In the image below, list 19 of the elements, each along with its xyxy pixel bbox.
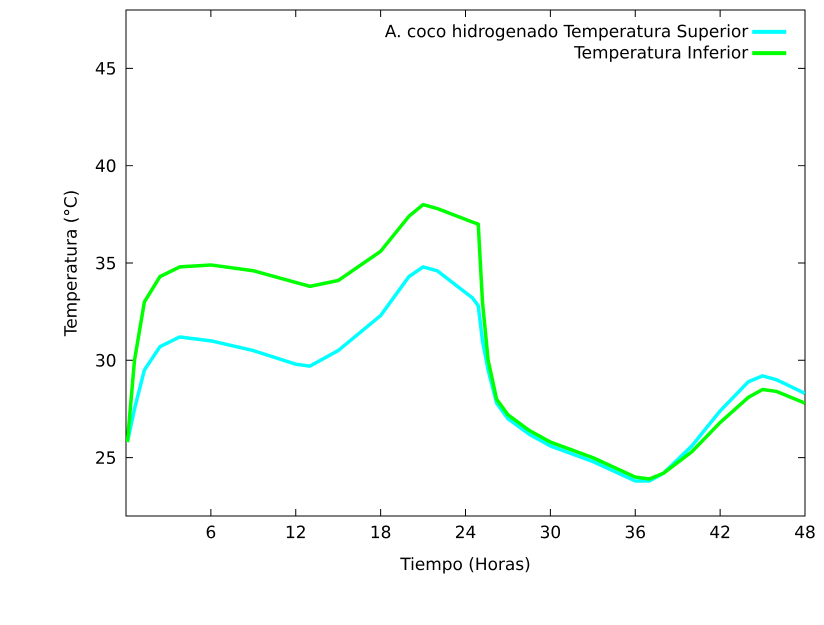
x-tick-label: 30 xyxy=(540,526,560,538)
x-axis-title: Tiempo (Horas) xyxy=(400,557,530,574)
line-series xyxy=(126,202,806,481)
x-tick-label: 12 xyxy=(286,526,305,538)
line-series xyxy=(126,265,806,483)
y-tick-label: 30 xyxy=(96,354,116,367)
y-tick-label: 35 xyxy=(96,256,116,270)
legend-label: A. coco hidrogenado Temperatura Superior xyxy=(384,24,748,41)
y-tick-label: 25 xyxy=(96,451,116,464)
y-tick-label: 45 xyxy=(96,62,116,75)
x-tick-label: 24 xyxy=(456,526,476,538)
x-tick-label: 48 xyxy=(795,526,815,538)
x-tick-label: 36 xyxy=(626,526,645,538)
legend-label: Temperatura Inferior xyxy=(574,46,748,62)
x-tick-label: 42 xyxy=(710,526,730,538)
y-axis-title: Temperatura (°C) xyxy=(64,191,80,336)
x-tick-label: 18 xyxy=(372,526,390,538)
x-tick-label: 6 xyxy=(206,526,216,538)
y-tick-label: 40 xyxy=(96,159,116,172)
